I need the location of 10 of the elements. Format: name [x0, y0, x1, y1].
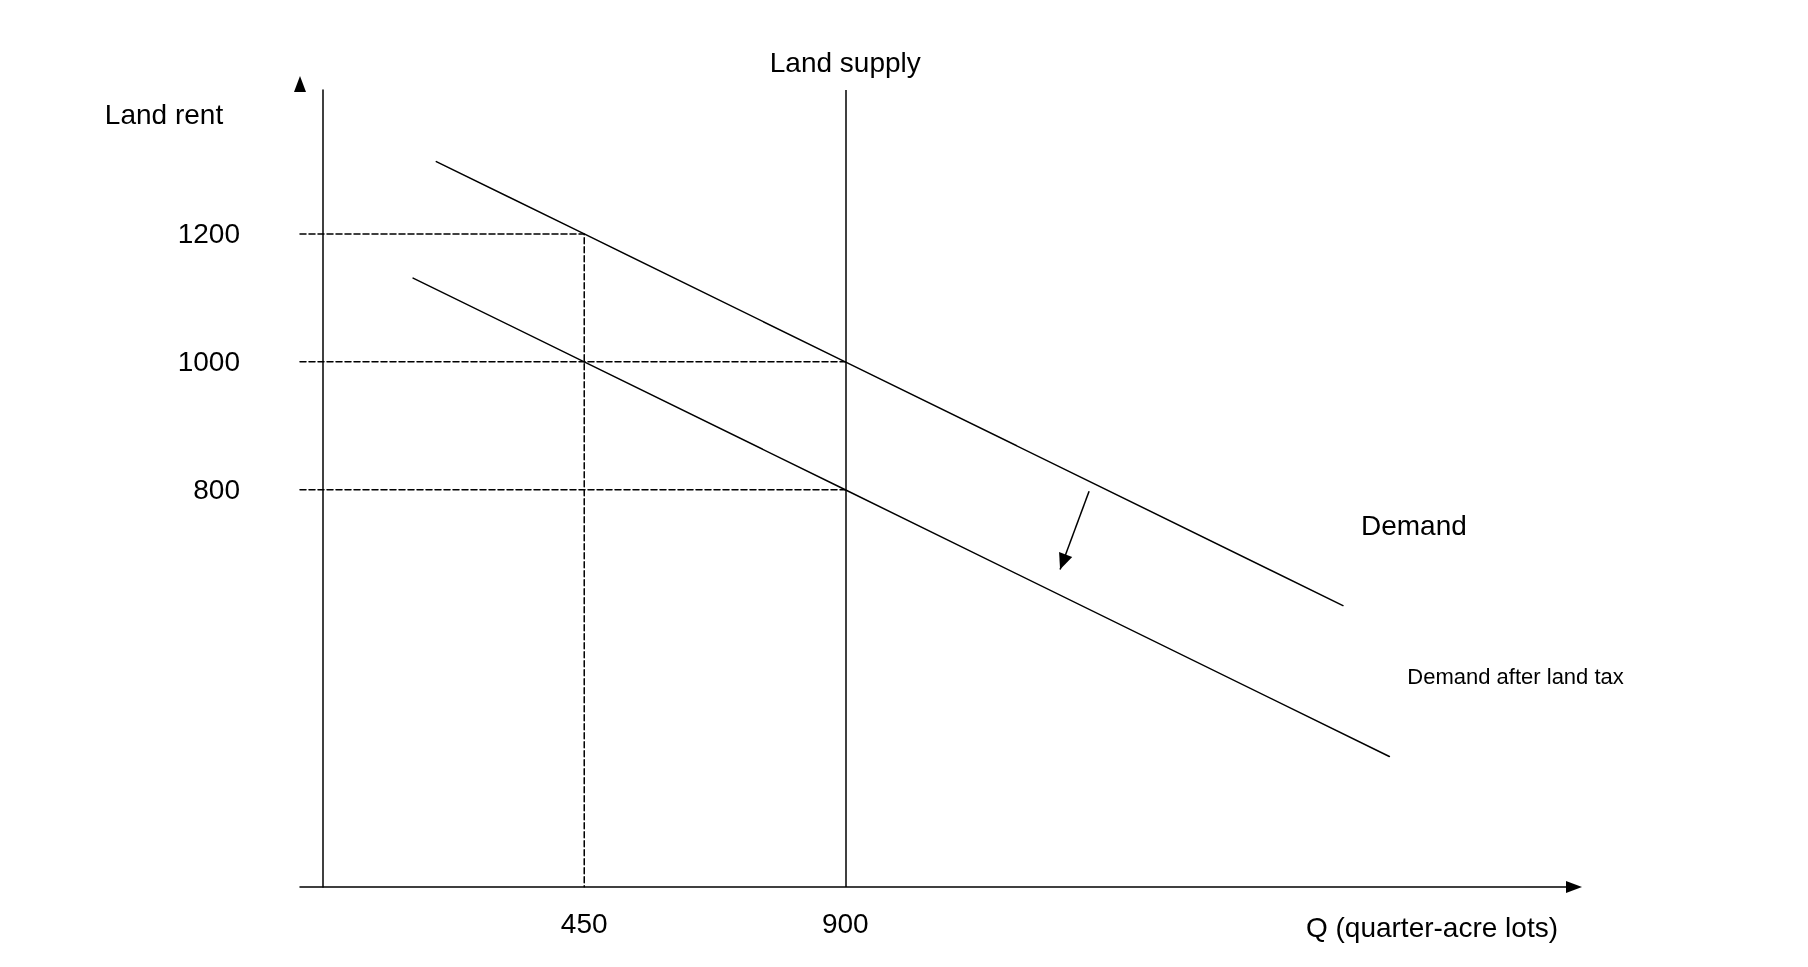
text: Demand — [1360, 510, 1467, 542]
y-tick-label: 1000 — [177, 346, 240, 378]
ref-line-label: Land supply — [769, 46, 921, 78]
x-tick-label: 900 — [821, 907, 869, 939]
x-tick-label: 450 — [560, 907, 608, 939]
text: Demand after land tax — [1407, 664, 1624, 690]
y-tick-label: 1200 — [177, 218, 240, 250]
y-axis-title: Land rent — [104, 98, 224, 130]
x-axis-title: Q (quarter-acre lots) — [1305, 911, 1558, 943]
y-tick-label: 800 — [193, 474, 240, 506]
